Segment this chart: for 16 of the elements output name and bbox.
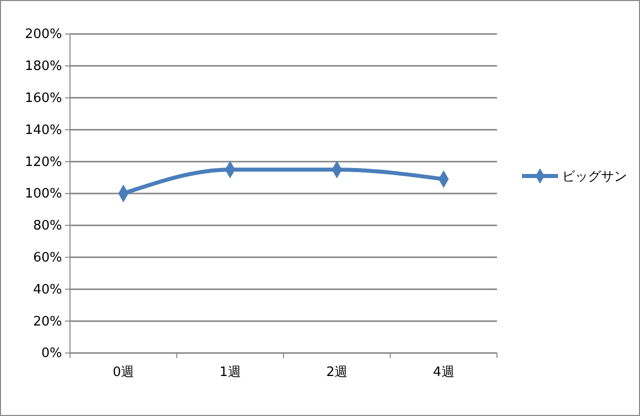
y-tick-label: 60% (33, 250, 62, 266)
x-tick-label: 1週 (219, 365, 241, 380)
y-tick-label: 40% (33, 282, 62, 298)
x-tick-label: 2週 (326, 365, 348, 380)
y-tick-label: 160% (24, 90, 62, 106)
y-tick-label: 180% (24, 59, 62, 74)
y-tick-label: 0% (41, 346, 62, 362)
y-tick-label: 20% (33, 314, 62, 330)
x-tick-label: 4週 (432, 365, 454, 380)
y-tick-label: 140% (24, 122, 62, 138)
y-tick-label: 100% (24, 186, 62, 202)
y-tick-label: 80% (33, 218, 62, 234)
y-tick-label: 200% (24, 27, 62, 42)
x-tick-label: 0週 (112, 365, 134, 380)
y-tick-label: 120% (24, 154, 62, 170)
legend-label: ビッグサン (562, 170, 627, 185)
